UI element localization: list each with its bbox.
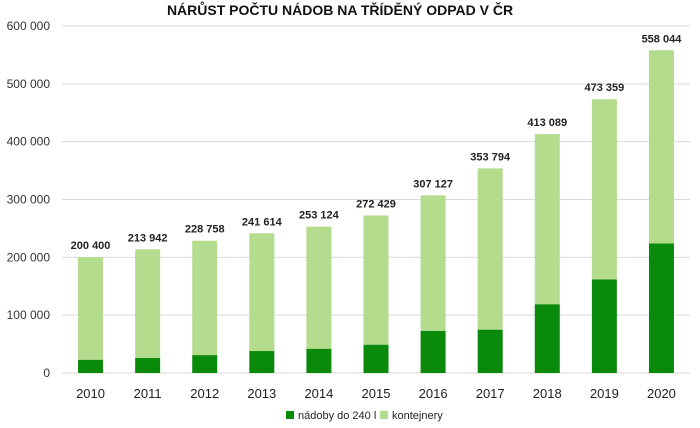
data-label-total-2015: 272 429 [356,198,396,210]
data-label-total-2017: 353 794 [470,151,511,163]
bar-nadoby-2017 [477,329,503,373]
x-tick-label: 2014 [304,386,333,401]
y-tick-label: 500 000 [7,77,51,91]
data-label-total-2013: 241 614 [242,216,283,228]
data-label-total-2020: 558 044 [642,33,683,45]
bar-kontejnery-2011 [135,249,161,358]
bar-nadoby-2011 [135,357,161,373]
y-tick-label: 400 000 [7,135,51,149]
bar-kontejnery-2020 [648,50,674,244]
bars [78,50,674,373]
y-axis: 0 100 000 200 000 300 000 400 000 500 000 600 … [7,19,51,380]
bar-kontejnery-2015 [363,215,389,345]
chart-title: NÁRŮST POČTU NÁDOB NA TŘÍDĚNÝ ODPAD V ČR [167,0,513,18]
bar-nadoby-2016 [420,330,446,373]
data-label-total-2011: 213 942 [128,232,168,244]
legend-label-nadoby: nádoby do 240 l [298,410,376,422]
data-label-total-2019: 473 359 [584,82,624,94]
x-tick-label: 2020 [647,386,676,401]
data-label-total-2014: 253 124 [299,210,340,222]
bar-kontejnery-2014 [306,226,332,349]
x-axis: 2010 2011 2012 2013 2014 2015 2016 2017 2018 2019… [76,386,676,401]
y-tick-label: 100 000 [7,308,51,322]
bar-nadoby-2012 [192,355,218,373]
bar-nadoby-2020 [648,243,674,373]
legend-swatch-kontejnery [380,411,388,419]
bar-nadoby-2019 [591,279,617,373]
legend-swatch-nadoby [286,411,294,419]
bar-nadoby-2014 [306,348,332,373]
y-tick-label: 300 000 [7,193,51,207]
x-tick-label: 2016 [419,386,448,401]
bar-nadoby-2013 [249,351,275,373]
y-tick-label: 200 000 [7,250,51,264]
x-tick-label: 2017 [476,386,505,401]
x-tick-label: 2011 [134,386,162,401]
data-label-total-2012: 228 758 [185,224,225,236]
bar-kontejnery-2013 [249,233,275,352]
x-tick-label: 2018 [533,386,562,401]
bar-kontejnery-2016 [420,195,446,331]
bar-nadoby-2015 [363,344,389,373]
x-tick-label: 2010 [76,386,105,401]
data-labels: 200 400 213 942 228 758 241 614 253 124 272 4… [71,33,683,252]
y-tick-label: 600 000 [7,19,51,33]
bar-kontejnery-2012 [192,240,218,356]
x-tick-label: 2013 [247,386,276,401]
data-label-total-2010: 200 400 [71,240,111,252]
legend-label-kontejnery: kontejnery [392,410,443,422]
data-label-total-2016: 307 127 [413,178,453,190]
bar-kontejnery-2019 [591,99,617,280]
bar-kontejnery-2018 [534,134,560,305]
data-label-total-2018: 413 089 [527,117,567,129]
x-tick-label: 2012 [190,386,219,401]
bar-kontejnery-2017 [477,168,503,330]
bar-nadoby-2010 [78,359,104,373]
bar-nadoby-2018 [534,304,560,373]
y-tick-label: 0 [43,366,50,380]
x-tick-label: 2019 [590,386,619,401]
bar-kontejnery-2010 [78,257,104,360]
x-tick-label: 2015 [362,386,391,401]
legend: nádoby do 240 l kontejnery [286,410,443,422]
